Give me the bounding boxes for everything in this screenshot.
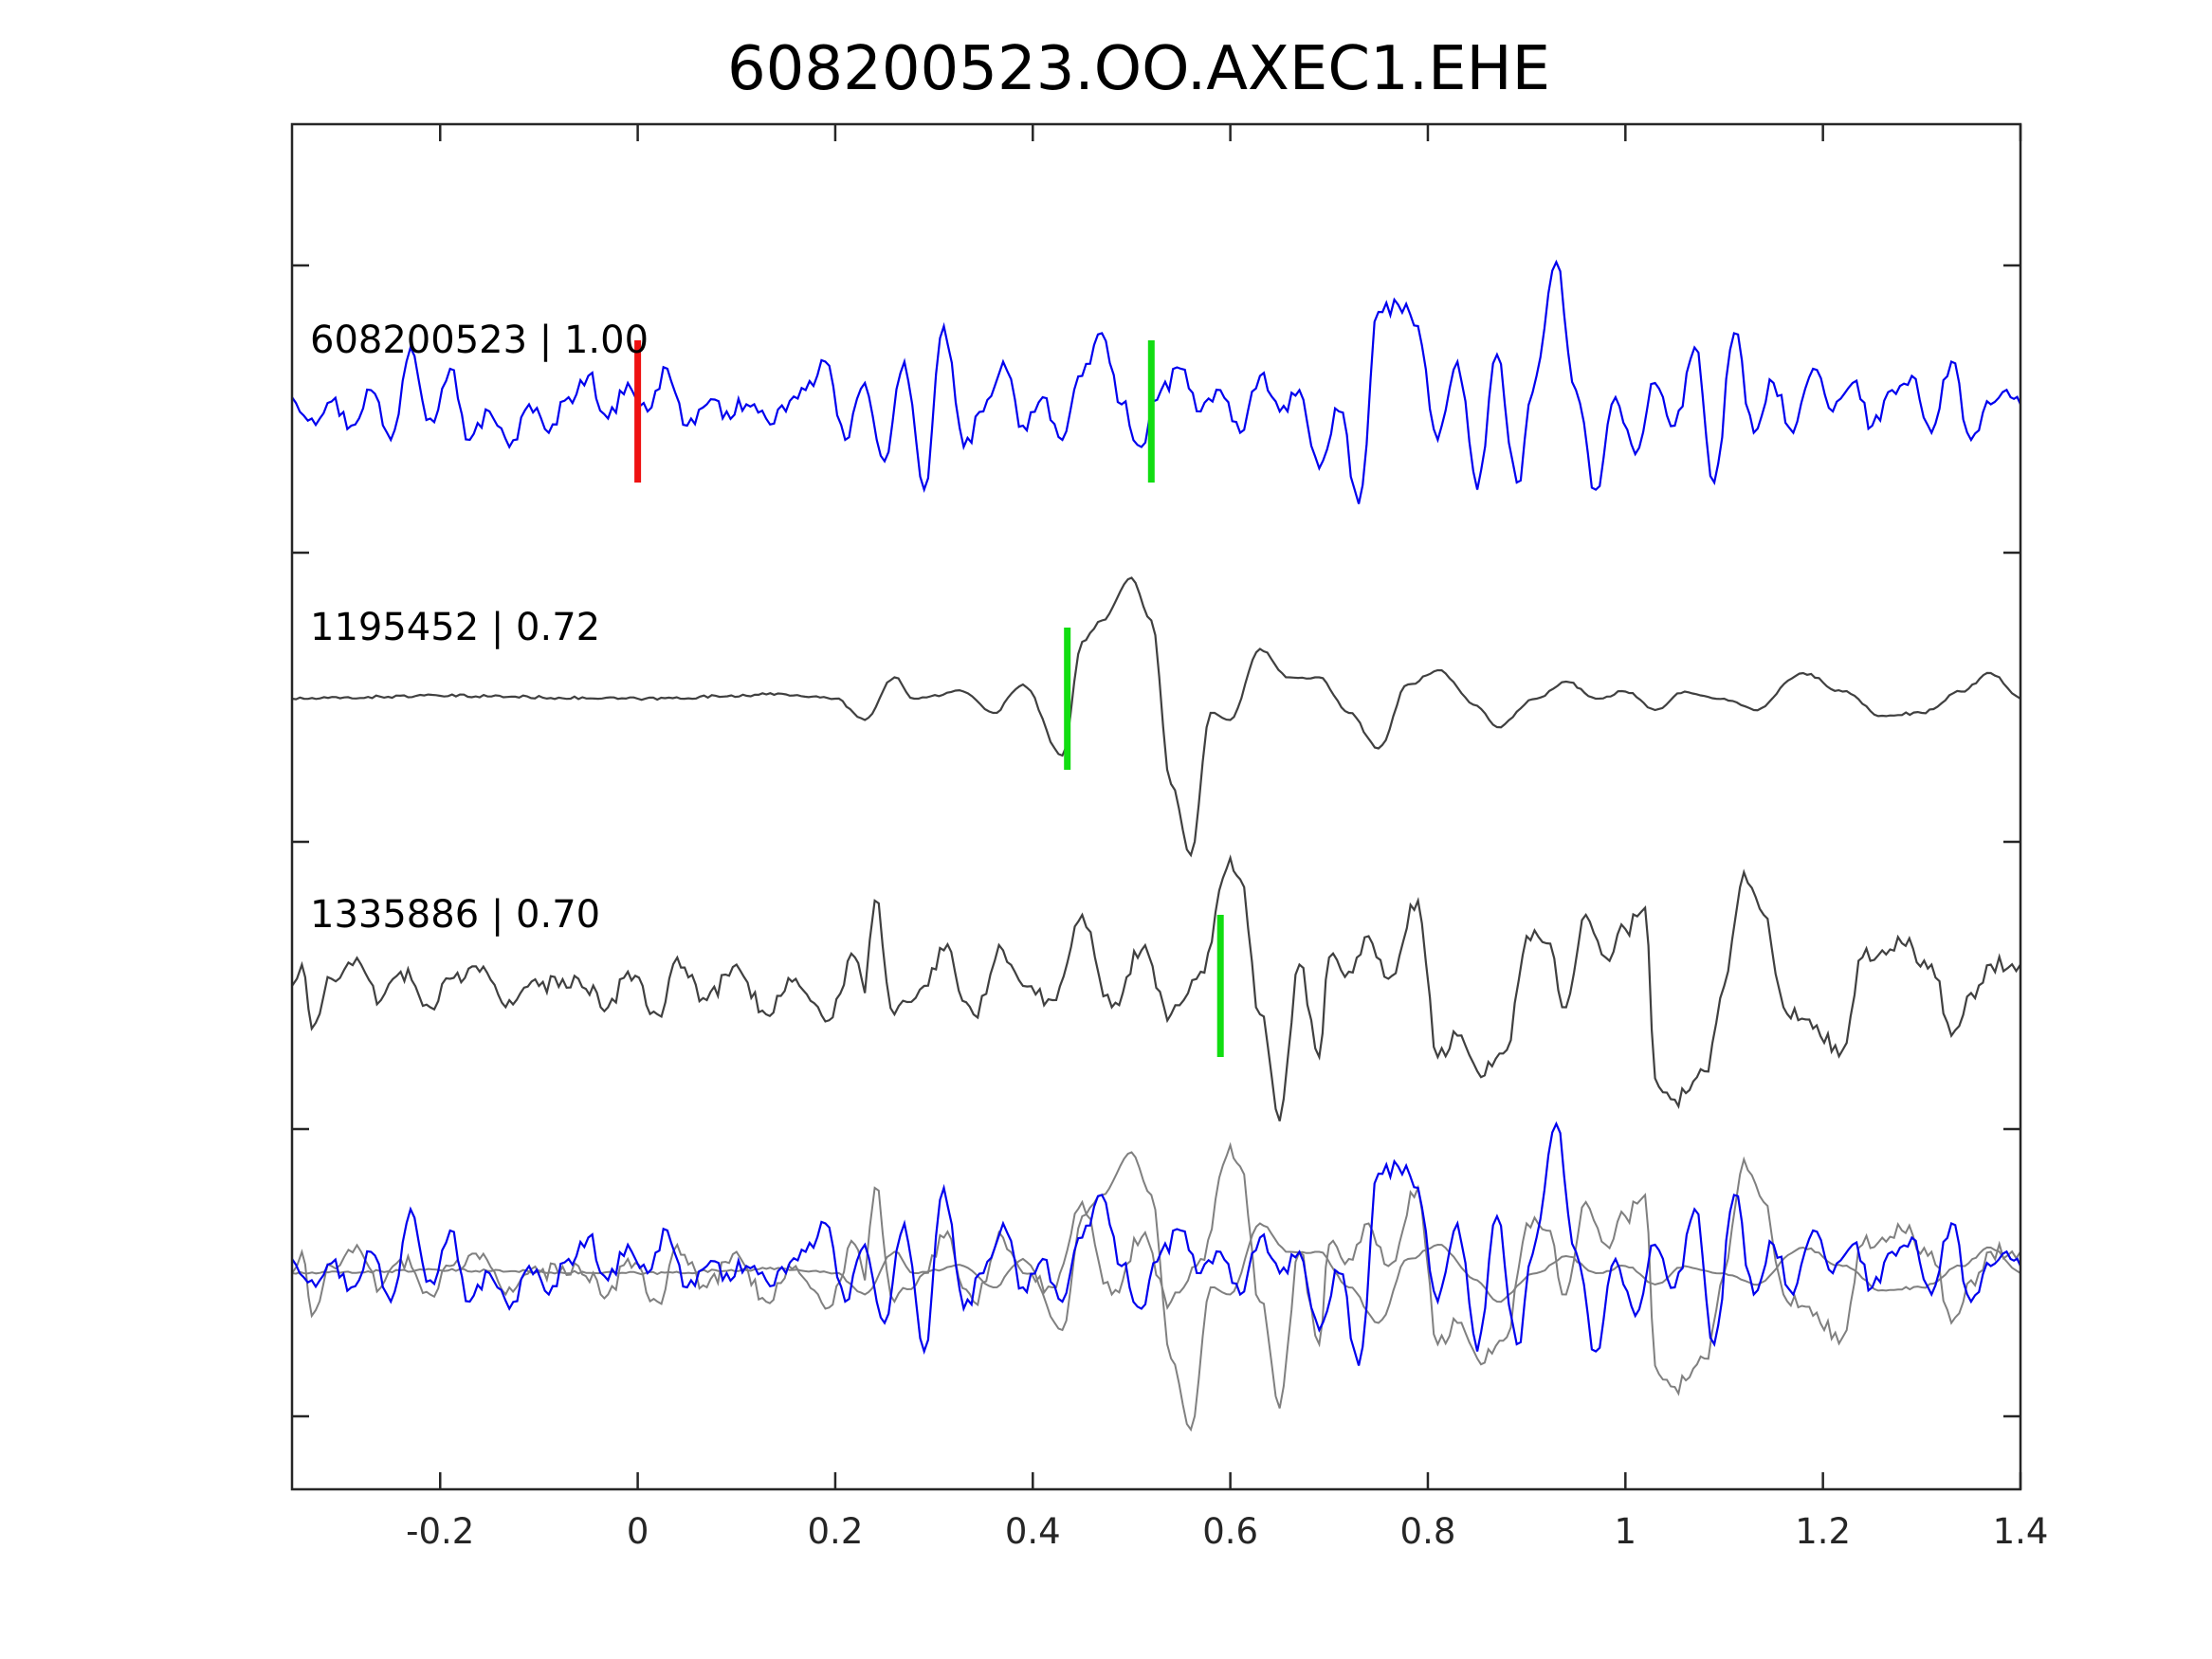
x-tick-label: 0.2 xyxy=(808,1511,864,1552)
chart-title: 608200523.OO.AXEC1.EHE xyxy=(727,34,1550,104)
x-tick-label: 0 xyxy=(627,1511,649,1552)
x-tick-labels: -0.2 0 0.2 0.4 0.6 0.8 1 1.2 1.4 xyxy=(406,1511,2048,1552)
x-tick-label: 1.2 xyxy=(1795,1511,1851,1552)
x-tick-label: 1 xyxy=(1615,1511,1637,1552)
traces-layer xyxy=(292,259,2020,1432)
x-tick-label: 0.6 xyxy=(1202,1511,1258,1552)
axis-ticks xyxy=(292,124,2022,1489)
overlay-series-1195452 xyxy=(292,1151,2020,1432)
x-tick-label: -0.2 xyxy=(406,1511,474,1552)
waveform-series-608200523 xyxy=(292,259,2020,504)
plot-area xyxy=(292,259,2020,1432)
overlay-series-608200523 xyxy=(292,1121,2020,1366)
trace-labels: 608200523 | 1.00 1195452 | 0.72 1335886 | … xyxy=(310,319,649,937)
trace-label-1335886: 1335886 | 0.70 xyxy=(310,893,600,937)
waveform-series-1195452 xyxy=(292,576,2020,858)
x-tick-label: 1.4 xyxy=(1993,1511,2049,1552)
x-tick-label: 0.4 xyxy=(1005,1511,1061,1552)
waveform-series-1335886 xyxy=(292,854,2020,1121)
overlay-series-1335886 xyxy=(292,1141,2020,1409)
x-tick-label: 0.8 xyxy=(1400,1511,1456,1552)
picks-layer xyxy=(634,340,1224,1057)
trace-label-1195452: 1195452 | 0.72 xyxy=(310,606,600,649)
axes-frame xyxy=(290,122,2022,1491)
trace-label-608200523: 608200523 | 1.00 xyxy=(310,319,649,362)
